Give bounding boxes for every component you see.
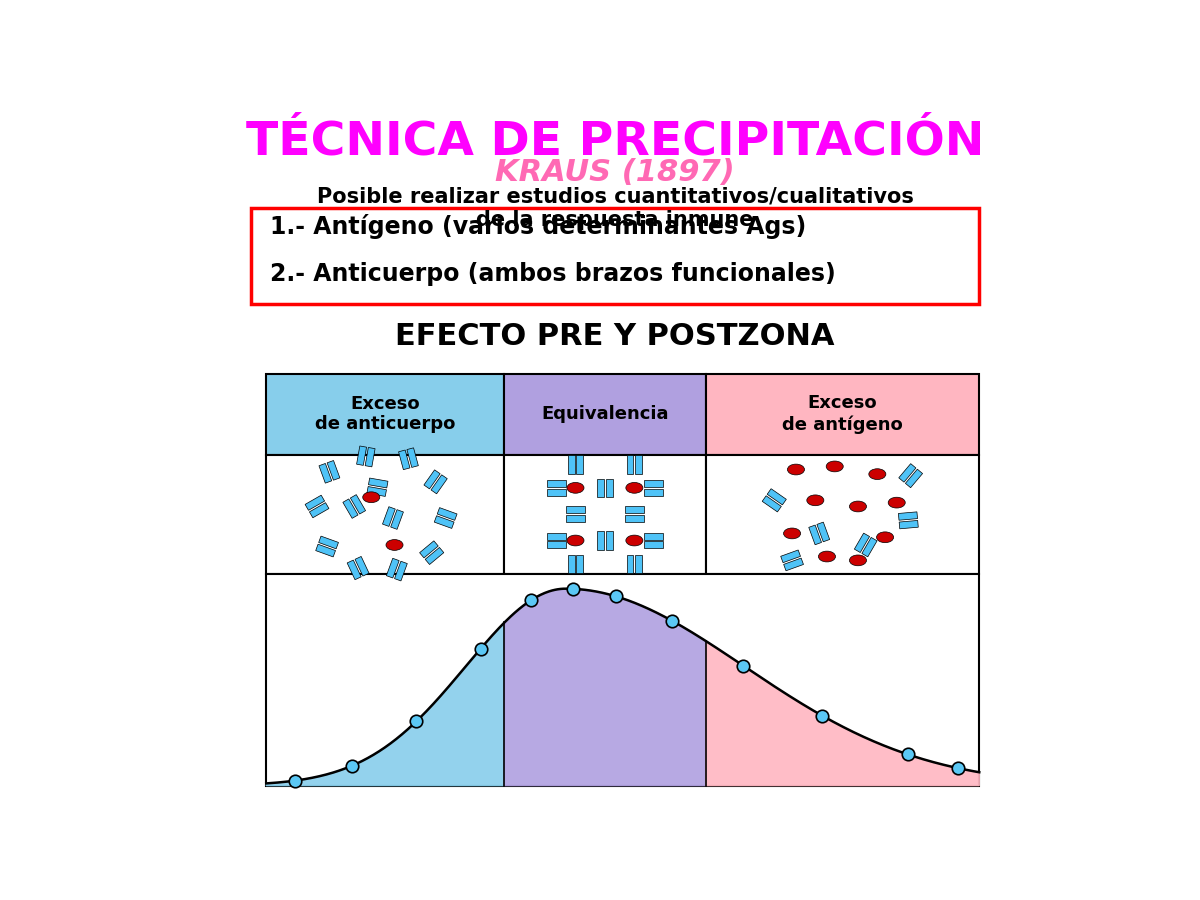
Bar bbox=[547, 542, 565, 548]
Text: Exceso
de antígeno: Exceso de antígeno bbox=[782, 394, 902, 434]
Polygon shape bbox=[266, 622, 504, 786]
Bar bbox=[365, 447, 376, 467]
Ellipse shape bbox=[626, 482, 643, 493]
Ellipse shape bbox=[626, 536, 643, 546]
Polygon shape bbox=[706, 642, 979, 786]
Bar bbox=[626, 554, 634, 573]
Bar bbox=[706, 454, 979, 574]
Text: Exceso
de anticuerpo: Exceso de anticuerpo bbox=[316, 395, 456, 434]
Text: Posible realizar estudios cuantitativos/cualitativos
de la respuesta inmune: Posible realizar estudios cuantitativos/… bbox=[317, 186, 913, 230]
Bar bbox=[606, 479, 613, 497]
Bar bbox=[424, 470, 440, 489]
Bar bbox=[781, 550, 800, 562]
Bar bbox=[310, 503, 329, 517]
Bar bbox=[266, 374, 504, 454]
Bar bbox=[437, 508, 457, 520]
Bar bbox=[644, 480, 662, 487]
Bar bbox=[899, 512, 918, 520]
Bar bbox=[566, 515, 584, 522]
Bar bbox=[598, 531, 604, 550]
Ellipse shape bbox=[888, 497, 905, 508]
Bar bbox=[266, 454, 504, 574]
Bar bbox=[568, 455, 575, 473]
Bar bbox=[809, 525, 822, 544]
Ellipse shape bbox=[386, 540, 403, 551]
Bar bbox=[266, 574, 979, 786]
Bar bbox=[343, 499, 358, 518]
Ellipse shape bbox=[566, 482, 584, 493]
Bar bbox=[576, 455, 583, 473]
Bar bbox=[407, 448, 419, 467]
Bar bbox=[626, 455, 634, 473]
Bar bbox=[504, 454, 706, 574]
Ellipse shape bbox=[850, 555, 866, 566]
Bar bbox=[547, 533, 565, 540]
Ellipse shape bbox=[806, 495, 824, 506]
Bar bbox=[383, 507, 395, 526]
Bar bbox=[905, 469, 923, 488]
Bar bbox=[347, 560, 361, 580]
Bar bbox=[305, 495, 325, 510]
Bar bbox=[784, 558, 804, 571]
Bar bbox=[706, 374, 979, 454]
Bar bbox=[367, 487, 386, 497]
Bar bbox=[899, 464, 916, 482]
Bar bbox=[547, 480, 565, 487]
Ellipse shape bbox=[362, 491, 379, 502]
Bar bbox=[431, 475, 448, 494]
Ellipse shape bbox=[826, 461, 844, 472]
Ellipse shape bbox=[784, 528, 800, 539]
Bar bbox=[862, 537, 877, 557]
Ellipse shape bbox=[850, 501, 866, 512]
Bar bbox=[391, 509, 403, 529]
Text: Equivalencia: Equivalencia bbox=[541, 405, 668, 423]
Bar bbox=[386, 558, 400, 578]
Text: EFECTO PRE Y POSTZONA: EFECTO PRE Y POSTZONA bbox=[395, 322, 835, 351]
Bar bbox=[568, 554, 575, 573]
Bar bbox=[316, 544, 336, 557]
Bar bbox=[644, 533, 662, 540]
Text: 1.- Antígeno (varios determinantes Ags): 1.- Antígeno (varios determinantes Ags) bbox=[270, 214, 806, 239]
Bar bbox=[644, 489, 662, 496]
Bar bbox=[368, 478, 388, 488]
Ellipse shape bbox=[876, 532, 894, 543]
Bar bbox=[420, 541, 438, 558]
Bar bbox=[767, 489, 786, 505]
Bar bbox=[434, 516, 454, 528]
Bar bbox=[598, 479, 604, 497]
Bar bbox=[635, 455, 642, 473]
Text: KRAUS (1897): KRAUS (1897) bbox=[496, 158, 734, 187]
Bar bbox=[817, 522, 829, 542]
Bar bbox=[350, 495, 366, 514]
Bar bbox=[355, 556, 370, 576]
Bar bbox=[398, 450, 410, 470]
Ellipse shape bbox=[787, 464, 804, 475]
Bar bbox=[762, 496, 781, 512]
Bar bbox=[625, 515, 643, 522]
Bar bbox=[395, 562, 407, 580]
Bar bbox=[251, 208, 979, 304]
Ellipse shape bbox=[869, 469, 886, 480]
Bar bbox=[635, 554, 642, 573]
Bar bbox=[625, 507, 643, 513]
Bar bbox=[425, 547, 444, 564]
Bar bbox=[566, 507, 584, 513]
Bar bbox=[504, 374, 706, 454]
Polygon shape bbox=[504, 589, 706, 786]
Text: 2.- Anticuerpo (ambos brazos funcionales): 2.- Anticuerpo (ambos brazos funcionales… bbox=[270, 262, 836, 286]
Bar bbox=[319, 464, 331, 483]
Bar bbox=[356, 446, 366, 465]
Ellipse shape bbox=[566, 536, 584, 546]
Bar bbox=[644, 542, 662, 548]
Bar bbox=[606, 531, 613, 550]
Bar bbox=[319, 536, 338, 549]
Bar bbox=[576, 554, 583, 573]
Bar bbox=[328, 461, 340, 481]
Bar bbox=[899, 520, 918, 529]
Text: TÉCNICA DE PRECIPITACIÓN: TÉCNICA DE PRECIPITACIÓN bbox=[246, 120, 984, 165]
Bar bbox=[854, 533, 870, 553]
Bar bbox=[547, 489, 565, 496]
Ellipse shape bbox=[818, 551, 835, 562]
